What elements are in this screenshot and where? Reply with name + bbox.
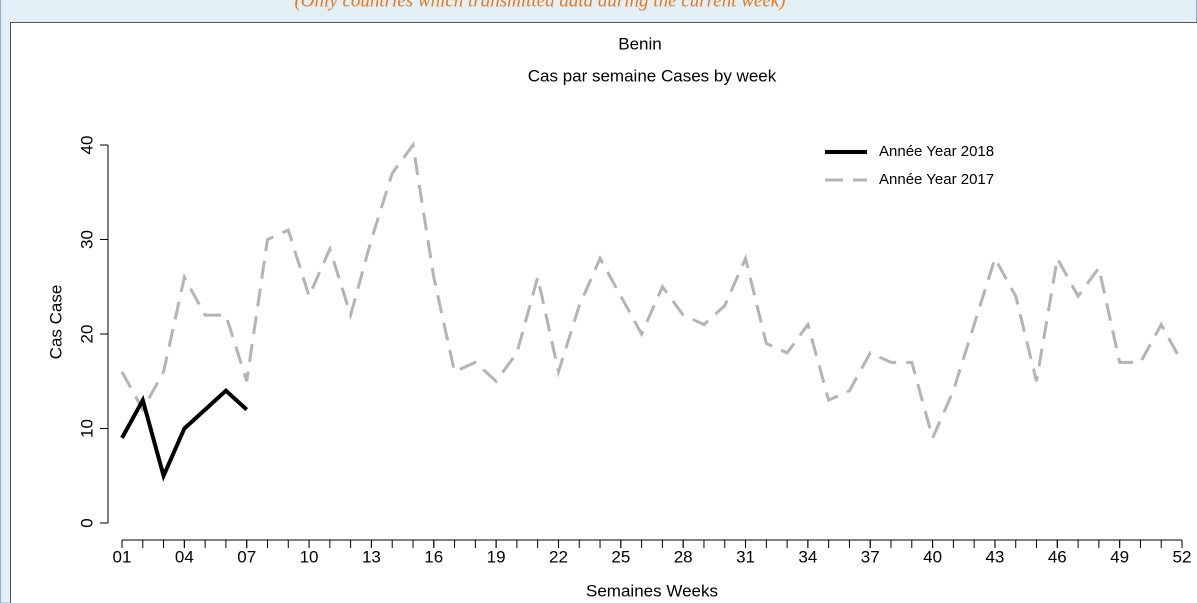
x-tick-label: 46 — [1048, 547, 1067, 566]
x-tick-label: 16 — [424, 547, 443, 566]
x-tick-label: 49 — [1110, 547, 1129, 566]
chart-subtitle: Cas par semaine Cases by week — [528, 66, 777, 85]
x-tick-label: 31 — [736, 547, 755, 566]
x-tick-label: 01 — [113, 547, 132, 566]
x-tick-label: 19 — [487, 547, 506, 566]
x-tick-label: 07 — [237, 547, 256, 566]
chart-panel — [10, 22, 1197, 603]
x-tick-label: 43 — [985, 547, 1004, 566]
y-tick-label: 40 — [77, 136, 96, 155]
legend-label: Année Year 2017 — [879, 171, 994, 188]
x-tick-label: 40 — [923, 547, 942, 566]
series-line — [120, 387, 249, 482]
y-tick-label: 30 — [77, 230, 96, 249]
x-tick-label: 04 — [175, 547, 194, 566]
x-tick-label: 13 — [362, 547, 381, 566]
x-tick-label: 25 — [611, 547, 630, 566]
x-tick-label: 22 — [549, 547, 568, 566]
x-tick-label: 37 — [861, 547, 880, 566]
x-tick-label: 28 — [674, 547, 693, 566]
y-axis-label: Cas Case — [46, 285, 65, 360]
x-tick-label: 34 — [798, 547, 817, 566]
chart-title: Benin — [618, 34, 661, 53]
x-tick-label: 10 — [300, 547, 319, 566]
y-tick-label: 0 — [77, 518, 96, 527]
series-line — [120, 141, 1184, 443]
y-tick-label: 20 — [77, 325, 96, 344]
y-tick-label: 10 — [77, 419, 96, 438]
legend-label: Année Year 2018 — [879, 143, 994, 160]
note: (Only countries which transmitted data d… — [294, 0, 785, 11]
x-tick-label: 52 — [1173, 547, 1192, 566]
x-axis-label: Semaines Weeks — [586, 581, 718, 600]
